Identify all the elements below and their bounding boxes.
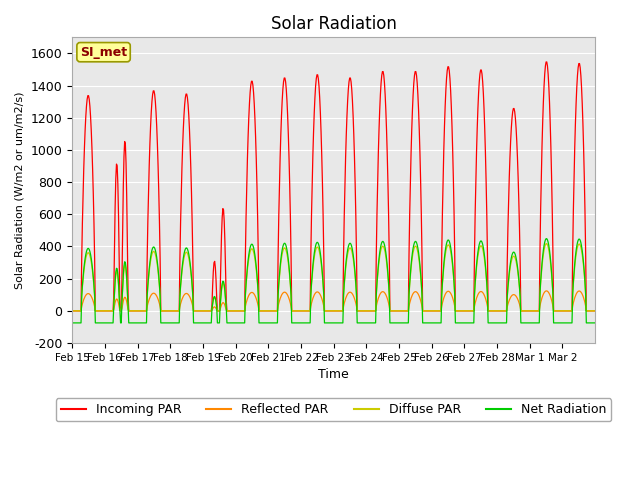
Diffuse PAR (417, 273, 424, 278)
Reflected PAR (68, 308, 76, 314)
Diffuse PAR (591, 308, 599, 314)
Y-axis label: Solar Radiation (W/m2 or um/m2/s): Solar Radiation (W/m2 or um/m2/s) (15, 91, 25, 289)
Incoming PAR (130, 308, 138, 314)
Diffuse PAR (387, 308, 395, 314)
Incoming PAR (542, 59, 550, 65)
Reflected PAR (271, 308, 279, 314)
Diffuse PAR (226, 308, 234, 314)
Reflected PAR (591, 308, 599, 314)
Incoming PAR (226, 308, 234, 314)
Net Radiation (542, 236, 550, 241)
Incoming PAR (68, 308, 76, 314)
Diffuse PAR (271, 308, 279, 314)
Diffuse PAR (68, 308, 76, 314)
Incoming PAR (417, 178, 424, 183)
Reflected PAR (252, 294, 259, 300)
Reflected PAR (387, 308, 395, 314)
Incoming PAR (252, 134, 259, 140)
Diffuse PAR (542, 241, 550, 247)
Net Radiation (591, 320, 599, 326)
Reflected PAR (130, 308, 138, 314)
Net Radiation (417, 270, 424, 276)
X-axis label: Time: Time (318, 368, 349, 381)
Incoming PAR (387, 308, 395, 314)
Text: SI_met: SI_met (80, 46, 127, 59)
Legend: Incoming PAR, Reflected PAR, Diffuse PAR, Net Radiation: Incoming PAR, Reflected PAR, Diffuse PAR… (56, 398, 611, 421)
Diffuse PAR (252, 261, 259, 267)
Net Radiation (387, 320, 395, 326)
Net Radiation (68, 320, 76, 326)
Incoming PAR (591, 308, 599, 314)
Reflected PAR (226, 308, 234, 314)
Title: Solar Radiation: Solar Radiation (271, 15, 397, 33)
Reflected PAR (417, 298, 424, 303)
Line: Reflected PAR: Reflected PAR (72, 291, 595, 311)
Net Radiation (226, 320, 234, 326)
Line: Diffuse PAR: Diffuse PAR (72, 244, 595, 311)
Net Radiation (130, 320, 138, 326)
Net Radiation (252, 257, 259, 263)
Reflected PAR (542, 288, 550, 294)
Line: Net Radiation: Net Radiation (72, 239, 595, 323)
Line: Incoming PAR: Incoming PAR (72, 62, 595, 311)
Net Radiation (271, 320, 279, 326)
Diffuse PAR (130, 308, 138, 314)
Incoming PAR (271, 308, 279, 314)
